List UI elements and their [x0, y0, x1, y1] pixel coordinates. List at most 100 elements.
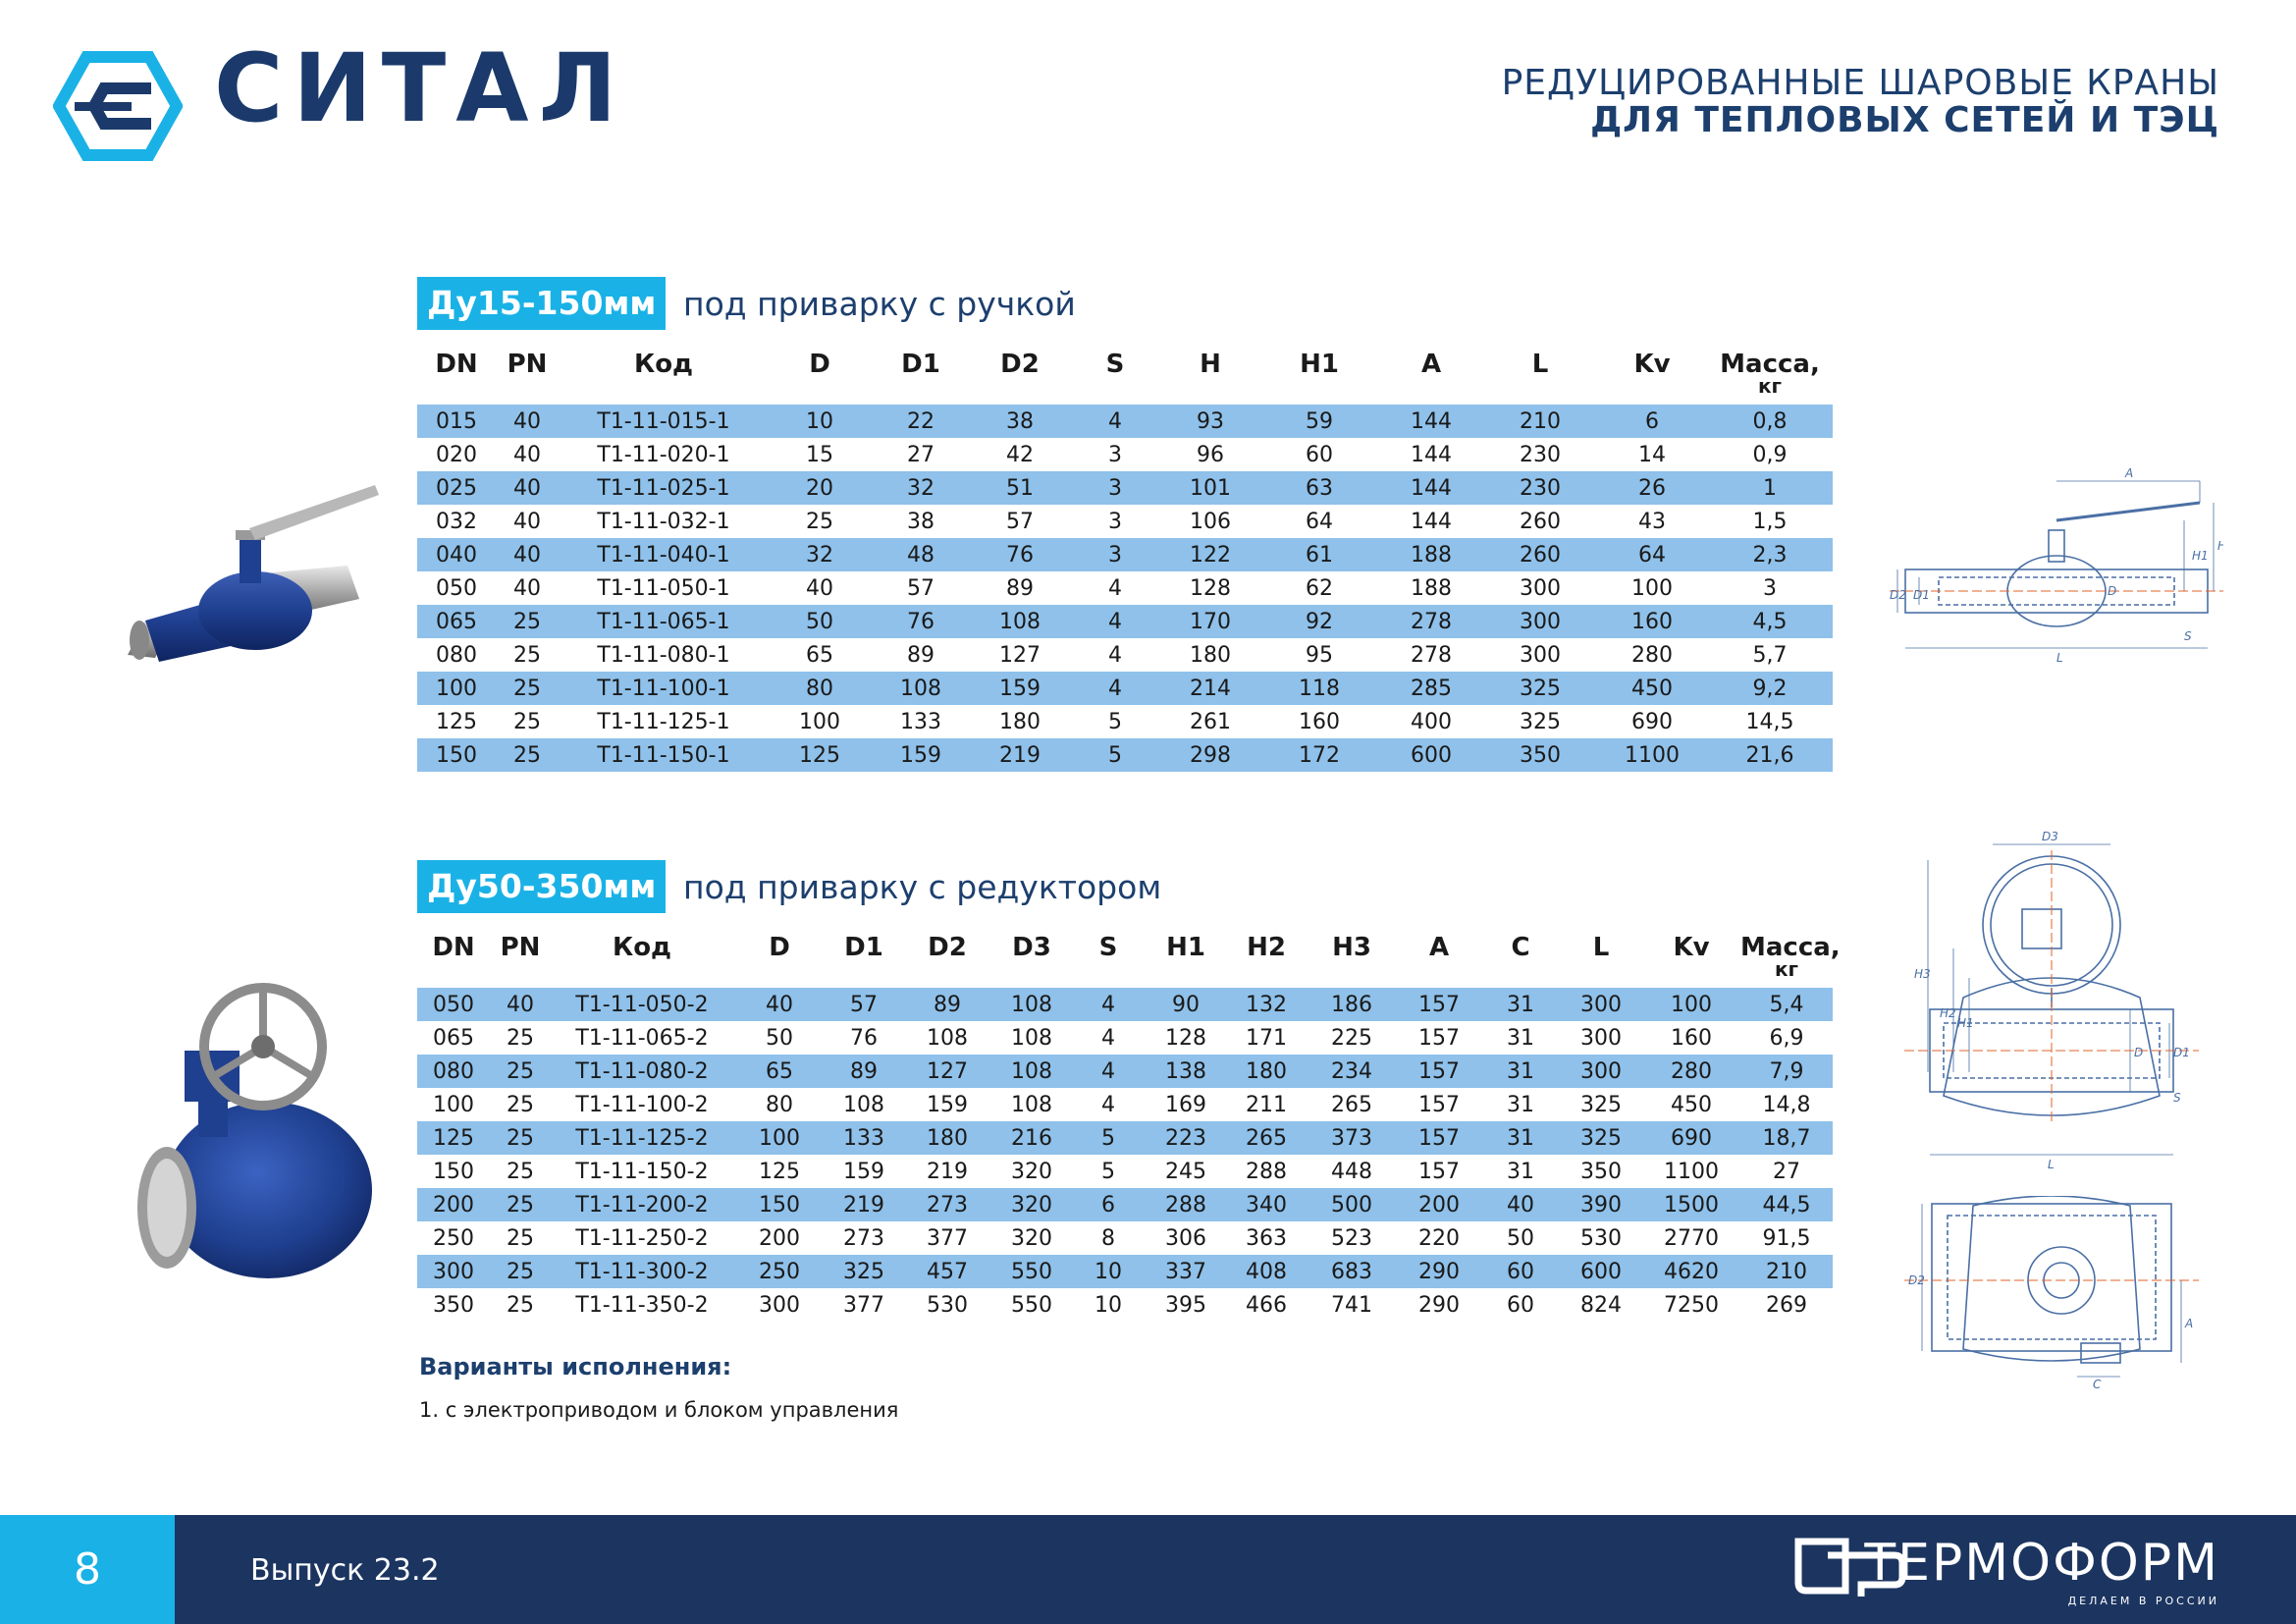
table-cell: Т1-11-032-1 — [597, 509, 730, 534]
table-cell: 523 — [1331, 1225, 1372, 1251]
table-cell: 4 — [1071, 1055, 1146, 1088]
table-row: 015 40 Т1-11-015-1 10 22 38 4 93 59 144 210 6 0,8 — [417, 405, 1833, 438]
table-cell: 27 — [907, 442, 934, 467]
table-cell: 40 — [496, 471, 559, 505]
table-cell: 5 — [1108, 709, 1122, 734]
table-cell: 144 — [1379, 405, 1483, 438]
column-header: A — [1420, 350, 1442, 379]
table-cell: 260 — [1520, 509, 1561, 534]
table-cell: 14,8 — [1762, 1092, 1811, 1117]
section2-size-tag: Ду50-350мм — [417, 860, 667, 913]
table-cell: 188 — [1379, 538, 1483, 571]
table-cell: 125 — [417, 1121, 490, 1155]
drawing3-label-d2: D2 — [1908, 1273, 1925, 1287]
page-number: 8 — [0, 1515, 175, 1624]
table-cell: 290 — [1418, 1292, 1460, 1318]
table-row: 020 40 Т1-11-020-1 15 27 42 3 96 60 144 230 14 0,9 — [417, 438, 1833, 471]
table-cell: 4 — [1069, 605, 1161, 638]
table-cell: 65 — [806, 642, 833, 668]
table-cell: 320 — [1011, 1225, 1052, 1251]
table-cell: 180 — [902, 1121, 992, 1155]
table-cell: 080 — [436, 642, 477, 668]
table-cell: 25 — [806, 509, 833, 534]
dimension-drawing-top-view: D2 A C — [1904, 1196, 2199, 1391]
ball-valve-handle-photo — [128, 485, 379, 662]
table-cell: 5,4 — [1740, 988, 1833, 1021]
table-row: 100 25 Т1-11-100-2 80 108 159 108 4 169 211 265 157… — [417, 1088, 1833, 1121]
table-cell: 230 — [1483, 471, 1597, 505]
table-row: 125 25 Т1-11-125-1 100 133 180 5 261 160 400 325 69… — [417, 705, 1833, 738]
table-cell: 44,5 — [1740, 1188, 1833, 1221]
termoform-slogan: ДЕЛАЕМ В РОССИИ — [2067, 1595, 2219, 1607]
table-cell: 325 — [1483, 672, 1597, 705]
table-cell: 4 — [1101, 1025, 1115, 1051]
table-cell: 216 — [992, 1121, 1071, 1155]
table-cell: 298 — [1161, 738, 1259, 772]
table-cell: 9,2 — [1707, 672, 1833, 705]
table-cell: 300 — [1520, 575, 1561, 601]
table-cell: 128 — [1165, 1025, 1206, 1051]
table-cell: 5 — [1101, 1159, 1115, 1184]
table-cell: Т1-11-125-1 — [597, 709, 730, 734]
drawing2-label-d1: D1 — [2173, 1046, 2190, 1059]
table-cell: 220 — [1418, 1225, 1460, 1251]
table-row: 080 25 Т1-11-080-1 65 89 127 4 180 95 278 300 280 5,… — [417, 638, 1833, 672]
table-cell: 159 — [843, 1159, 884, 1184]
table-cell: 300 — [1520, 642, 1561, 668]
table-cell: 350 — [1483, 738, 1597, 772]
table-row: 065 25 Т1-11-065-1 50 76 108 4 170 92 278 300 160 4,… — [417, 605, 1833, 638]
table-cell: 377 — [927, 1225, 968, 1251]
table-row: 080 25 Т1-11-080-2 65 89 127 108 4 138 180 234 157 3… — [417, 1055, 1833, 1088]
table-cell: 260 — [1483, 538, 1597, 571]
table-cell: 040 — [417, 538, 496, 571]
drawing1-label-a: A — [2124, 466, 2133, 480]
table-cell: 180 — [1190, 642, 1231, 668]
table-cell: 395 — [1165, 1292, 1206, 1318]
table-row: 040 40 Т1-11-040-1 32 48 76 3 122 61 188 260 64 2,3 — [417, 538, 1833, 571]
table-cell: 40 — [513, 442, 541, 467]
table-cell: 157 — [1418, 1025, 1460, 1051]
table-cell: 824 — [1580, 1292, 1622, 1318]
table-cell: 020 — [436, 442, 477, 467]
table-cell: 457 — [902, 1255, 992, 1288]
table-cell: 32 — [769, 538, 871, 571]
table-cell: 127 — [999, 642, 1041, 668]
table-cell: Т1-11-080-1 — [597, 642, 730, 668]
table-cell: 3 — [1069, 471, 1161, 505]
table-cell: 325 — [826, 1255, 902, 1288]
table-cell: 169 — [1165, 1092, 1206, 1117]
table-cell: 530 — [1580, 1225, 1622, 1251]
table-cell: 80 — [769, 672, 871, 705]
table-cell: 219 — [826, 1188, 902, 1221]
table-cell: 377 — [843, 1292, 884, 1318]
table-cell: 133 — [900, 709, 941, 734]
footer-bar — [0, 1515, 2296, 1624]
table-cell: 108 — [992, 1055, 1071, 1088]
table-cell: Т1-11-020-1 — [597, 442, 730, 467]
table-cell: 57 — [826, 988, 902, 1021]
table-cell: 373 — [1307, 1121, 1397, 1155]
table-cell: 032 — [436, 509, 477, 534]
table-cell: 25 — [496, 672, 559, 705]
table-cell: 10 — [1071, 1255, 1146, 1288]
table-cell: 76 — [871, 605, 971, 638]
column-header: Kv — [1673, 933, 1710, 962]
table-cell: 20 — [769, 471, 871, 505]
table-cell: 214 — [1161, 672, 1259, 705]
table-cell: 250 — [433, 1225, 474, 1251]
table-cell: 127 — [902, 1055, 992, 1088]
table-cell: 93 — [1161, 405, 1259, 438]
table-cell: 40 — [1481, 1188, 1560, 1221]
sital-logo-icon — [53, 51, 183, 161]
table-cell: 40 — [513, 509, 541, 534]
table-cell: 350 — [433, 1292, 474, 1318]
table-cell: 144 — [1411, 509, 1452, 534]
table-cell: 025 — [417, 471, 496, 505]
variants-title: Варианты исполнения: — [419, 1353, 732, 1380]
drawing1-label-h1: H1 — [2192, 549, 2209, 563]
table-cell: 200 — [417, 1188, 490, 1221]
table-cell: 300 — [1560, 1055, 1642, 1088]
table-cell: 76 — [850, 1025, 878, 1051]
issue-label: Выпуск 23.2 — [250, 1553, 440, 1588]
table-cell: 100 — [1642, 988, 1740, 1021]
